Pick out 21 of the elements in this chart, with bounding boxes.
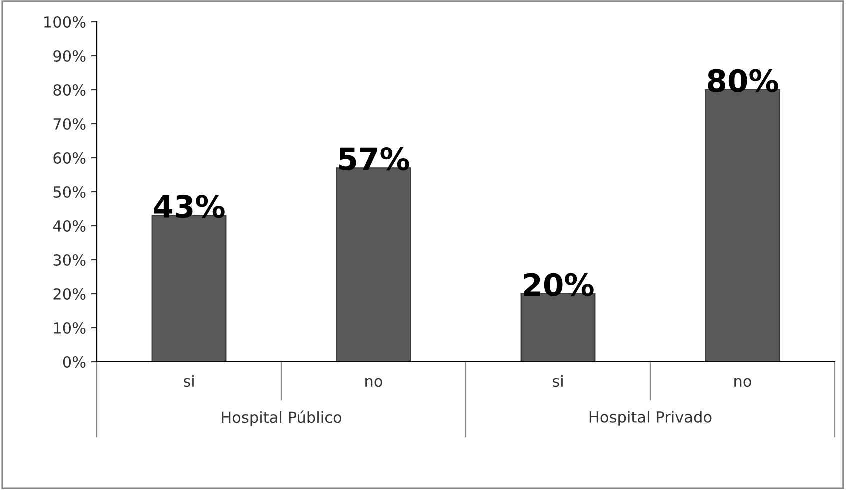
y-tick-label: 80% <box>54 84 86 96</box>
data-label: 80% <box>708 69 778 92</box>
y-tick-label: 30% <box>54 254 86 266</box>
y-tick-label: 10% <box>54 322 86 334</box>
data-label: 20% <box>524 273 594 296</box>
x-tick-label: si <box>552 375 563 388</box>
y-tick-label: 100% <box>44 16 86 28</box>
y-tick-label: 40% <box>53 220 86 232</box>
y-tick-label: 20% <box>54 288 86 300</box>
y-tick-label: 60% <box>54 152 86 164</box>
x-tick-label: no <box>366 378 382 388</box>
y-tick-label: 70% <box>54 118 86 130</box>
y-tick-label: 50% <box>54 186 86 198</box>
y-tick-label: 0% <box>63 356 86 368</box>
y-tick-label: 90% <box>54 50 86 62</box>
data-label: 57% <box>340 148 410 171</box>
data-label: 43% <box>154 195 225 218</box>
x-tick-label: no <box>734 378 752 388</box>
text: Hospital Privado <box>590 411 712 426</box>
x-tick-label: si <box>184 375 194 388</box>
text: Hospital Público <box>222 410 342 426</box>
